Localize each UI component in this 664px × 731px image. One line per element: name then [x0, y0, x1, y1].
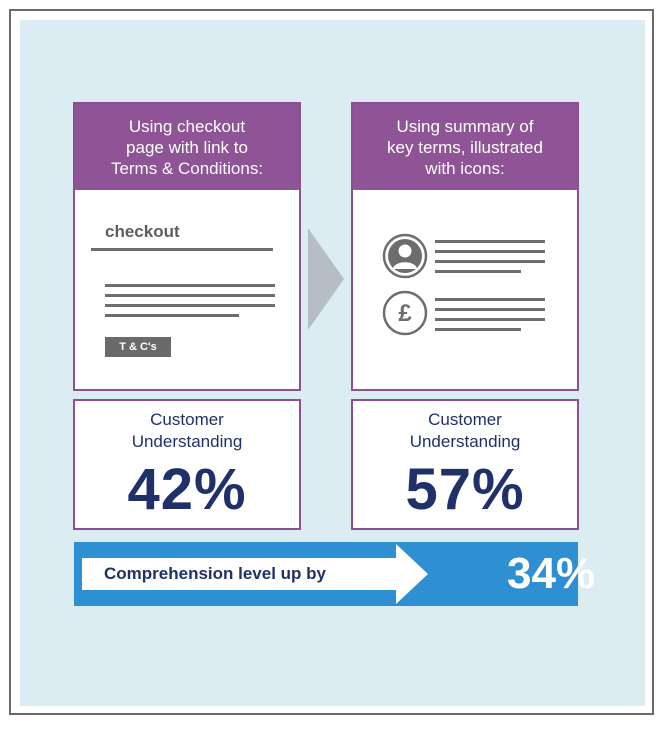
heading-line: with icons:	[425, 158, 505, 178]
checkout-understanding-stat: Customer Understanding 42%	[73, 399, 301, 530]
text-line	[435, 250, 545, 253]
stat-label-line: Customer	[428, 410, 502, 429]
text-line	[435, 318, 545, 321]
stat-value: 42%	[127, 457, 247, 522]
summary-card-heading: Using summary of key terms, illustrated …	[353, 104, 577, 190]
heading-line: page with link to	[126, 137, 248, 157]
heading-line: Using checkout	[128, 116, 246, 136]
chevron-right-icon	[308, 228, 344, 330]
stat-label: Customer Understanding	[75, 409, 299, 453]
arrow-right-icon	[82, 544, 428, 604]
checkout-card-heading: Using checkout page with link to Terms &…	[75, 104, 299, 190]
svg-text:£: £	[398, 300, 412, 327]
comprehension-banner: Comprehension level up by 34%	[74, 542, 595, 606]
text-line	[435, 240, 545, 243]
checkout-label: checkout	[105, 222, 180, 241]
text-line	[435, 260, 545, 263]
summary-understanding-stat: Customer Understanding 57%	[351, 399, 579, 530]
text-line	[105, 304, 275, 307]
text-line	[105, 284, 275, 287]
pound-icon: £	[382, 290, 428, 336]
stat-label-line: Customer	[150, 410, 224, 429]
text-line	[435, 298, 545, 301]
summary-card: Using summary of key terms, illustrated …	[351, 102, 579, 391]
person-icon	[382, 233, 428, 279]
heading-line: Using summary of	[396, 116, 534, 136]
text-line	[105, 294, 275, 297]
text-line	[435, 328, 521, 331]
terms-badge: T & C's	[105, 337, 171, 357]
text-line	[435, 308, 545, 311]
checkout-card: Using checkout page with link to Terms &…	[73, 102, 301, 391]
heading-line: Terms & Conditions:	[110, 158, 264, 178]
stat-label-line: Understanding	[409, 432, 521, 451]
divider-line	[91, 248, 273, 251]
heading-line: key terms, illustrated	[387, 137, 543, 157]
stat-label-line: Understanding	[131, 432, 243, 451]
text-line	[435, 270, 521, 273]
text-line	[105, 314, 239, 317]
banner-text: Comprehension level up by	[104, 564, 326, 583]
stat-value: 57%	[405, 457, 525, 522]
banner-value: 34%	[507, 549, 596, 598]
stat-label: Customer Understanding	[353, 409, 577, 453]
